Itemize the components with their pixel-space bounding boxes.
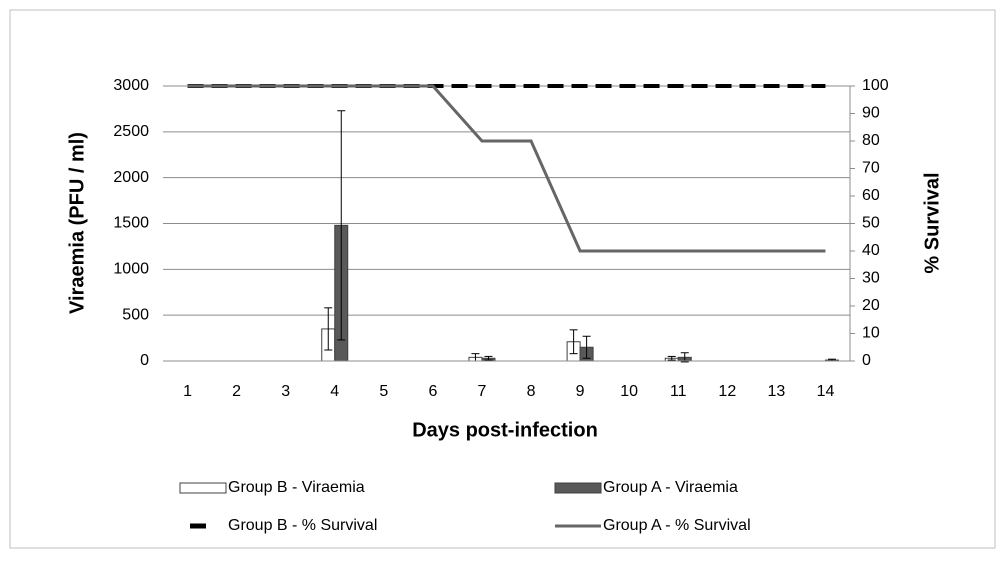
y2-tick-label: 30 bbox=[862, 270, 880, 287]
y-tick-label: 2500 bbox=[113, 123, 149, 140]
x-tick-label: 5 bbox=[379, 383, 388, 400]
y2-tick-label: 60 bbox=[862, 187, 880, 204]
y2-tick-label: 0 bbox=[862, 352, 871, 369]
x-tick-label: 9 bbox=[576, 383, 585, 400]
y-tick-label: 3000 bbox=[113, 77, 149, 94]
legend-label: Group B - % Survival bbox=[228, 517, 377, 534]
x-tick-label: 13 bbox=[767, 383, 785, 400]
y2-tick-label: 10 bbox=[862, 325, 880, 342]
y-tick-label: 500 bbox=[122, 306, 149, 323]
x-axis-title: Days post-infection bbox=[412, 419, 598, 441]
x-tick-label: 8 bbox=[527, 383, 536, 400]
y-axis-title: Viraemia (PFU / ml) bbox=[66, 132, 88, 314]
y-tick-label: 1000 bbox=[113, 261, 149, 278]
legend-label: Group A - % Survival bbox=[603, 517, 751, 534]
chart-frame bbox=[9, 9, 996, 549]
x-tick-label: 2 bbox=[232, 383, 241, 400]
legend-swatch bbox=[179, 482, 227, 494]
x-tick-label: 14 bbox=[817, 383, 835, 400]
y2-tick-label: 70 bbox=[862, 160, 880, 177]
legend-label: Group A - Viraemia bbox=[603, 479, 738, 496]
y2-tick-label: 40 bbox=[862, 242, 880, 259]
y2-tick-label: 100 bbox=[862, 77, 889, 94]
y2-tick-label: 80 bbox=[862, 132, 880, 149]
x-tick-label: 4 bbox=[330, 383, 339, 400]
y-tick-label: 1500 bbox=[113, 215, 149, 232]
legend-swatch bbox=[554, 482, 602, 494]
y2-tick-label: 50 bbox=[862, 215, 880, 232]
y2-tick-label: 20 bbox=[862, 297, 880, 314]
x-tick-label: 1 bbox=[183, 383, 192, 400]
y-tick-label: 0 bbox=[140, 352, 149, 369]
x-tick-label: 12 bbox=[718, 383, 736, 400]
line bbox=[187, 84, 826, 253]
x-tick-label: 10 bbox=[620, 383, 638, 400]
x-tick-label: 3 bbox=[281, 383, 290, 400]
x-tick-label: 11 bbox=[670, 383, 687, 400]
y2-tick-label: 90 bbox=[862, 105, 880, 122]
y-tick-label: 2000 bbox=[113, 169, 149, 186]
x-tick-label: 7 bbox=[478, 383, 487, 400]
y2-axis-title: % Survival bbox=[921, 172, 943, 273]
x-tick-label: 6 bbox=[428, 383, 437, 400]
legend-label: Group B - Viraemia bbox=[228, 479, 365, 496]
